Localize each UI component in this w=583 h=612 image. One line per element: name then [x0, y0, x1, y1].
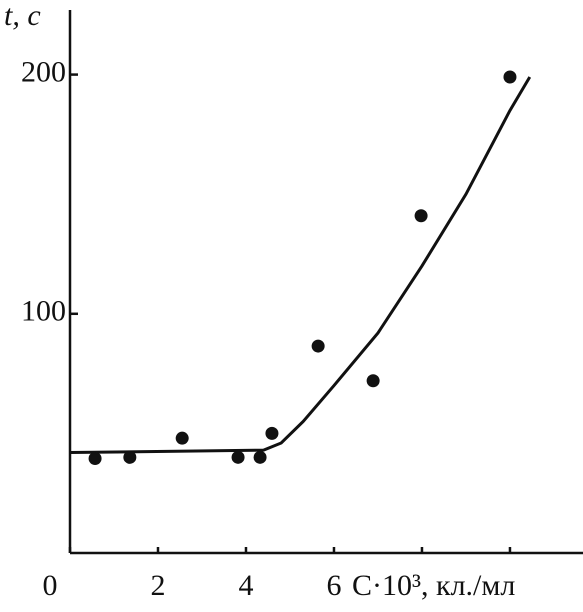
x-tick-label: 4 [238, 569, 253, 602]
y-tick-label: 200 [21, 55, 66, 88]
data-point [88, 452, 102, 466]
data-point [175, 431, 189, 445]
data-point [231, 450, 245, 464]
y-tick-label: 100 [21, 295, 66, 328]
data-point [311, 339, 325, 353]
fit-line [69, 76, 532, 455]
data-point [123, 450, 137, 464]
x-axis-label: C·10³, кл./мл [352, 569, 515, 602]
x-tick-label: 0 [43, 569, 58, 602]
y-axis-label: t, c [4, 0, 41, 32]
x-tick-label: 2 [150, 569, 165, 602]
data-point [253, 450, 267, 464]
data-point [366, 374, 380, 388]
data-point [503, 70, 517, 84]
data-point [414, 209, 428, 223]
x-tick-label: 6 [326, 569, 341, 602]
data-point [265, 426, 279, 440]
